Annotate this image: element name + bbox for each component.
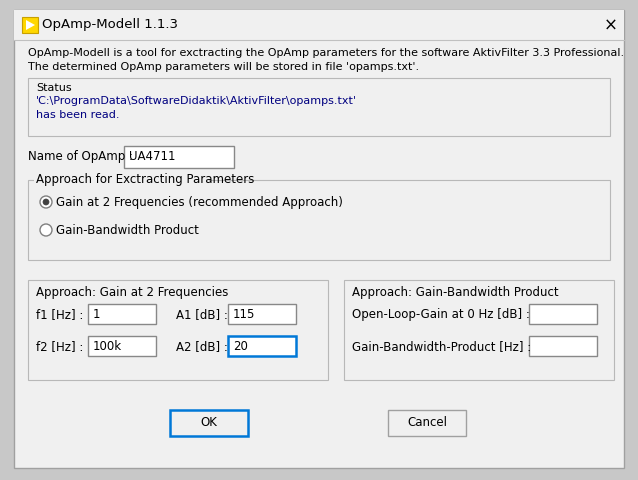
Text: OK: OK <box>200 417 218 430</box>
Text: OpAmp-Modell 1.1.3: OpAmp-Modell 1.1.3 <box>42 18 178 31</box>
Text: Open-Loop-Gain at 0 Hz [dB] :: Open-Loop-Gain at 0 Hz [dB] : <box>352 308 530 321</box>
Bar <box>88 336 156 356</box>
Bar <box>170 410 248 436</box>
Polygon shape <box>26 20 35 30</box>
Text: Status: Status <box>36 83 71 93</box>
Bar <box>34 179 209 191</box>
Text: Approach for Exctracting Parameters: Approach for Exctracting Parameters <box>36 173 255 186</box>
Text: Gain-Bandwidth Product: Gain-Bandwidth Product <box>56 224 199 237</box>
Text: Cancel: Cancel <box>407 417 447 430</box>
Bar <box>344 280 614 380</box>
Text: f1 [Hz] :: f1 [Hz] : <box>36 308 84 321</box>
Text: A1 [dB] :: A1 [dB] : <box>176 308 228 321</box>
Text: Approach: Gain at 2 Frequencies: Approach: Gain at 2 Frequencies <box>36 286 228 299</box>
Text: Gain at 2 Frequencies (recommended Approach): Gain at 2 Frequencies (recommended Appro… <box>56 196 343 209</box>
Circle shape <box>40 224 52 236</box>
Bar <box>228 336 296 356</box>
Text: UA4711: UA4711 <box>129 151 175 164</box>
Text: Gain-Bandwidth-Product [Hz] :: Gain-Bandwidth-Product [Hz] : <box>352 340 531 353</box>
Text: 20: 20 <box>233 339 248 352</box>
Text: Approach: Gain-Bandwidth Product: Approach: Gain-Bandwidth Product <box>352 286 559 299</box>
Bar <box>388 410 466 436</box>
Text: Name of OpAmp :: Name of OpAmp : <box>28 150 133 163</box>
Text: The determined OpAmp parameters will be stored in file 'opamps.txt'.: The determined OpAmp parameters will be … <box>28 62 419 72</box>
Bar <box>28 180 610 260</box>
Text: 115: 115 <box>233 308 255 321</box>
Text: ×: × <box>604 17 618 35</box>
Bar <box>529 336 597 356</box>
Text: A2 [dB] :: A2 [dB] : <box>176 340 228 353</box>
Bar <box>124 146 234 168</box>
Bar <box>88 304 156 324</box>
Bar <box>529 304 597 324</box>
Text: f2 [Hz] :: f2 [Hz] : <box>36 340 84 353</box>
Circle shape <box>40 196 52 208</box>
Text: has been read.: has been read. <box>36 110 119 120</box>
Text: 100k: 100k <box>93 339 122 352</box>
Circle shape <box>43 199 49 205</box>
Text: 1: 1 <box>93 308 101 321</box>
Bar <box>14 10 624 40</box>
Bar <box>22 17 38 33</box>
Bar <box>28 78 610 136</box>
Text: 'C:\ProgramData\SoftwareDidaktik\AktivFilter\opamps.txt': 'C:\ProgramData\SoftwareDidaktik\AktivFi… <box>36 96 357 106</box>
Bar <box>228 304 296 324</box>
Text: OpAmp-Modell is a tool for exctracting the OpAmp parameters for the software Akt: OpAmp-Modell is a tool for exctracting t… <box>28 48 624 58</box>
Bar <box>28 280 328 380</box>
